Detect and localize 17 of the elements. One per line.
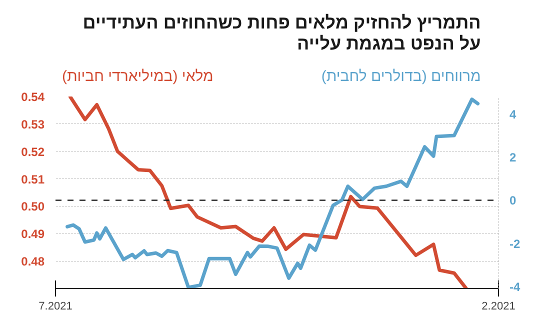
y2-tick-label: 0 xyxy=(510,194,516,208)
y2-tick-label: 4 xyxy=(510,108,516,122)
y-axis-title: מלאי (במיליארדי חביות) xyxy=(62,68,214,85)
y2-tick-label: -4 xyxy=(510,280,520,294)
x-tick-label: 7.2021 xyxy=(38,300,72,312)
y-tick-label: 0.53 xyxy=(21,117,45,132)
x-tick-label: 2.2021 xyxy=(482,300,516,312)
y-tick-label: 0.51 xyxy=(21,172,45,186)
y2-tick-label: 2 xyxy=(510,150,516,165)
y-tick-label: 0.54 xyxy=(21,90,45,104)
y-tick-label: 0.52 xyxy=(21,144,45,159)
y-tick-label: 0.48 xyxy=(21,254,45,269)
y2-tick-label: -2 xyxy=(510,236,520,251)
y-tick-label: 0.49 xyxy=(21,227,45,242)
chart-title: התמריץ להחזיק מלאים פחות כשהחוזים העתידיים על הנפט במגמת עלייה xyxy=(82,12,481,54)
y2-axis-title: מרווחים (בדולרים לחבית) xyxy=(321,68,481,85)
y-tick-label: 0.50 xyxy=(21,200,45,214)
